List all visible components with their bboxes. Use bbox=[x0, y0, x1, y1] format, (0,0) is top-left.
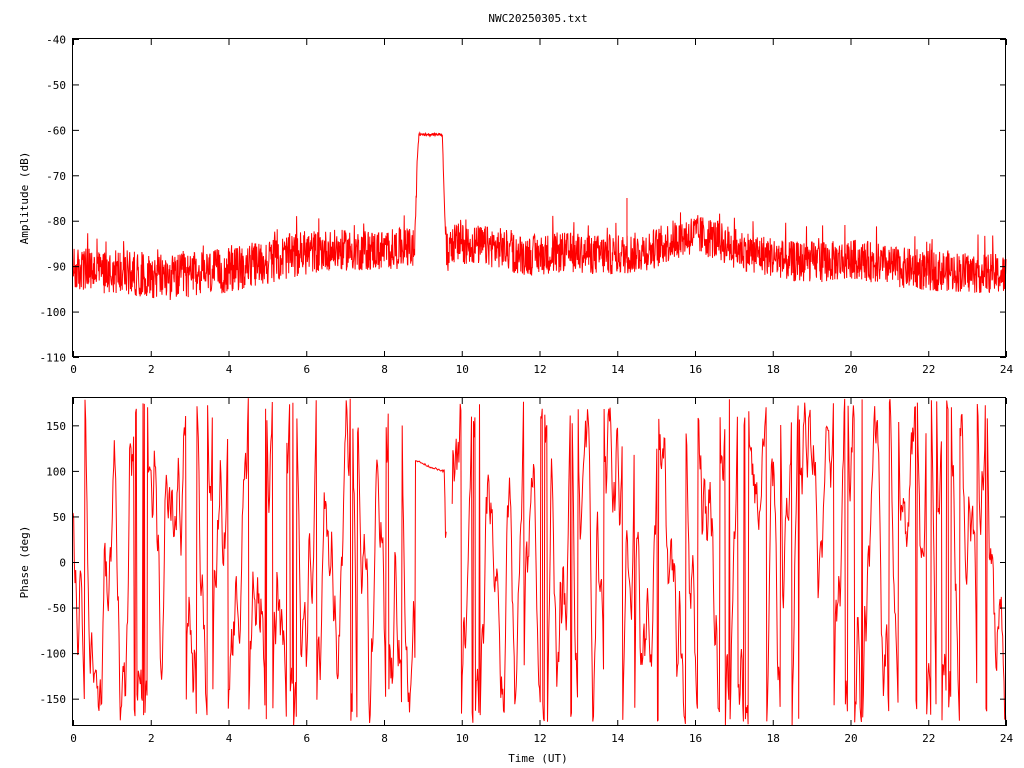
y-tick-label: 0 bbox=[59, 557, 66, 570]
y-tick-label: -110 bbox=[40, 352, 67, 365]
x-tick-label: 18 bbox=[767, 363, 780, 376]
x-tick-label: 24 bbox=[1000, 732, 1014, 745]
y-tick-label: -150 bbox=[40, 693, 67, 706]
amplitude-y-axis-label: Amplitude (dB) bbox=[18, 152, 31, 245]
chart-title: NWC20250305.txt bbox=[488, 12, 587, 25]
y-tick-label: -100 bbox=[40, 648, 67, 661]
y-tick-label: -60 bbox=[46, 124, 66, 137]
phase-line bbox=[72, 398, 1007, 727]
phase-y-axis-label: Phase (deg) bbox=[18, 526, 31, 599]
y-tick-label: -80 bbox=[46, 215, 66, 228]
x-tick-label: 2 bbox=[148, 732, 155, 745]
phase-plot-frame bbox=[72, 397, 1006, 726]
x-tick-label: 10 bbox=[456, 732, 469, 745]
x-tick-label: 12 bbox=[533, 732, 546, 745]
x-tick-label: 22 bbox=[922, 732, 935, 745]
x-tick-label: 16 bbox=[689, 363, 702, 376]
x-tick-label: 14 bbox=[611, 363, 625, 376]
y-tick-label: -50 bbox=[46, 602, 66, 615]
y-tick-label: -100 bbox=[40, 306, 67, 319]
phase-ticks: 0 2 4 6 8 10 12 14 16 18 20 22 24150100500-50-100-15… bbox=[40, 398, 1014, 745]
x-tick-label: 0 bbox=[70, 732, 77, 745]
x-tick-label: 22 bbox=[922, 363, 935, 376]
phase-panel: 0 2 4 6 8 10 12 14 16 18 20 22 24150100500-50-100-15… bbox=[18, 397, 1014, 765]
x-tick-label: 4 bbox=[226, 732, 233, 745]
y-tick-label: -70 bbox=[46, 170, 66, 183]
x-tick-label: 12 bbox=[533, 363, 546, 376]
x-tick-label: 8 bbox=[381, 732, 388, 745]
amplitude-panel: 0 2 4 6 8 10 12 14 16 18 20 22 24-40-50-60-70-80-90-… bbox=[18, 34, 1013, 377]
y-tick-label: -50 bbox=[46, 79, 66, 92]
x-tick-label: 20 bbox=[844, 732, 857, 745]
x-tick-label: 24 bbox=[1000, 363, 1014, 376]
amplitude-ticks: 0 2 4 6 8 10 12 14 16 18 20 22 24-40-50-60-70-80-90-… bbox=[40, 34, 1014, 377]
y-tick-label: 50 bbox=[53, 511, 66, 524]
x-tick-label: 16 bbox=[689, 732, 702, 745]
x-tick-label: 8 bbox=[381, 363, 388, 376]
y-tick-label: -40 bbox=[46, 34, 66, 47]
x-tick-label: 2 bbox=[148, 363, 155, 376]
x-tick-label: 6 bbox=[303, 363, 310, 376]
x-tick-label: 6 bbox=[303, 732, 310, 745]
y-tick-label: 100 bbox=[46, 465, 66, 478]
y-tick-label: 150 bbox=[46, 420, 66, 433]
amplitude-series bbox=[72, 131, 1007, 301]
y-tick-label: -90 bbox=[46, 261, 66, 274]
x-tick-label: 10 bbox=[456, 363, 469, 376]
amplitude-plot-frame bbox=[72, 38, 1006, 357]
time-x-axis-label: Time (UT) bbox=[508, 752, 568, 765]
phase-series bbox=[72, 398, 1007, 727]
amplitude-line bbox=[72, 131, 1007, 301]
x-tick-label: 20 bbox=[844, 363, 857, 376]
x-tick-label: 4 bbox=[226, 363, 233, 376]
x-tick-label: 14 bbox=[611, 732, 625, 745]
x-tick-label: 0 bbox=[70, 363, 77, 376]
x-tick-label: 18 bbox=[767, 732, 780, 745]
